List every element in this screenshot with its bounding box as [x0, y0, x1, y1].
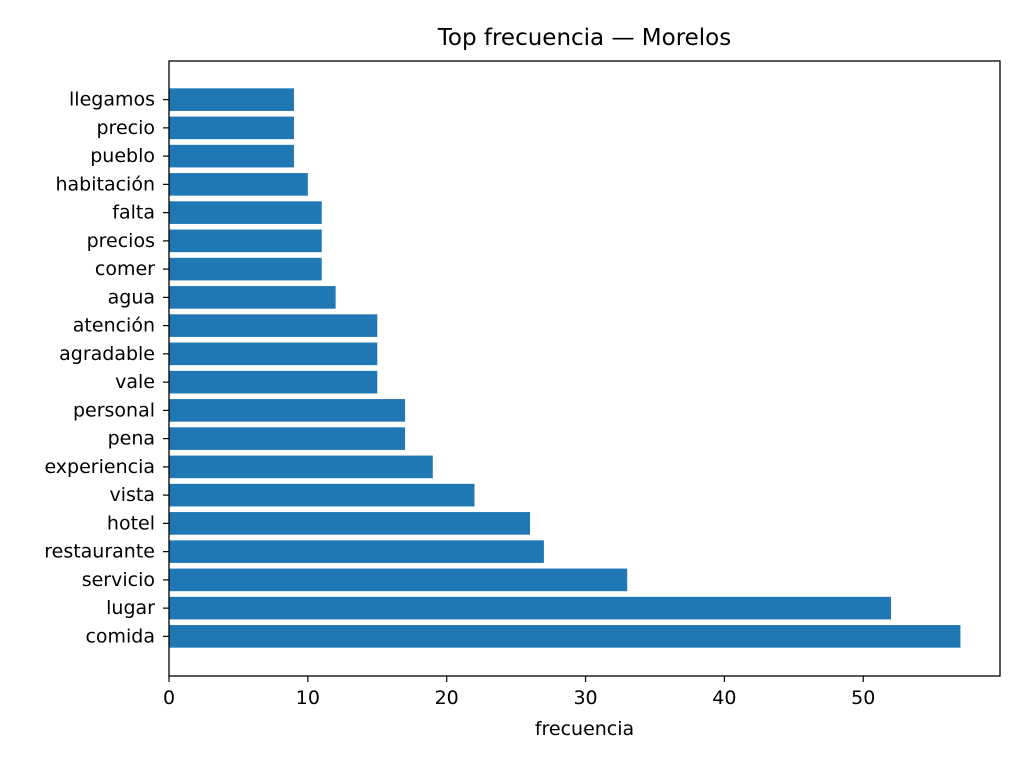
y-tick-label: personal: [73, 399, 155, 421]
y-tick-label: vista: [109, 484, 155, 506]
y-tick-label: pena: [108, 428, 155, 450]
chart-title: Top frecuencia — Morelos: [437, 25, 732, 51]
bar-comida: [169, 625, 961, 648]
bars-group: [169, 88, 961, 648]
y-tick-labels: comida lugar servicio restaurante hotel vista…: [44, 89, 169, 647]
y-tick-label: agua: [108, 286, 155, 308]
bar-precios: [169, 229, 322, 253]
y-tick-label: restaurante: [44, 541, 155, 563]
bar-vista: [169, 483, 475, 507]
x-axis-label: frecuencia: [535, 718, 634, 740]
y-tick-label: hotel: [107, 512, 155, 534]
y-tick-label: servicio: [82, 569, 155, 591]
y-tick-label: falta: [112, 202, 155, 224]
bar-pena: [169, 427, 406, 450]
x-tick-label: 50: [851, 687, 875, 709]
bar-vale: [169, 370, 378, 394]
y-tick-label: experiencia: [44, 456, 155, 478]
bar-lugar: [169, 596, 892, 620]
x-tick-label: 30: [573, 687, 597, 709]
bar-personal: [169, 399, 406, 422]
y-tick-label: lugar: [106, 597, 155, 619]
bar-atención: [169, 314, 378, 337]
bar-hotel: [169, 512, 531, 535]
y-tick-label: habitación: [55, 173, 155, 195]
bar-llegamos: [169, 88, 294, 111]
bar-agua: [169, 286, 336, 309]
y-tick-label: comida: [85, 625, 155, 647]
y-tick-label: precio: [97, 117, 156, 139]
bar-comer: [169, 257, 322, 281]
bar-servicio: [169, 568, 628, 592]
y-tick-label: llegamos: [69, 89, 155, 111]
bar-precio: [169, 116, 294, 140]
y-tick-label: precios: [87, 230, 155, 252]
y-tick-label: agradable: [59, 343, 155, 365]
bar-pueblo: [169, 144, 294, 168]
y-tick-label: pueblo: [90, 145, 155, 167]
x-ticks: 0 10 20 30 40 50: [163, 676, 875, 709]
y-tick-label: comer: [95, 258, 155, 280]
y-tick-label: atención: [73, 315, 155, 337]
x-tick-label: 0: [163, 687, 175, 709]
plot-frame: [168, 60, 1001, 677]
x-tick-label: 10: [296, 687, 320, 709]
bar-experiencia: [169, 455, 433, 479]
x-tick-label: 40: [712, 687, 736, 709]
bar-falta: [169, 201, 322, 224]
bar-agradable: [169, 342, 378, 366]
y-tick-label: vale: [115, 371, 155, 393]
x-tick-label: 20: [435, 687, 459, 709]
bar-habitación: [169, 173, 308, 196]
bar-restaurante: [169, 540, 544, 563]
